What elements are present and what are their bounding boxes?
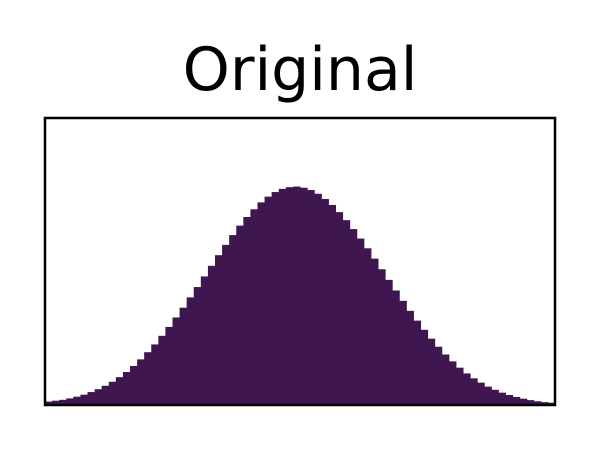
histogram-bar — [173, 317, 181, 405]
histogram-bar — [109, 382, 117, 405]
histogram-bar — [243, 217, 251, 405]
histogram-bar — [470, 378, 478, 405]
histogram-bar — [265, 197, 273, 405]
histogram-bar — [215, 255, 223, 405]
histogram-bar — [102, 386, 110, 405]
bar-group — [45, 187, 556, 405]
histogram-bar — [314, 194, 322, 405]
histogram-bar — [321, 199, 329, 405]
histogram-bar — [435, 347, 443, 405]
histogram-bar — [258, 202, 266, 405]
histogram-bar — [80, 395, 88, 405]
histogram-bar — [456, 368, 464, 405]
histogram-bar — [144, 352, 152, 405]
histogram-bar — [236, 226, 244, 405]
histogram-bar — [399, 301, 407, 405]
histogram-bar — [505, 395, 513, 405]
histogram-bar — [413, 321, 421, 405]
histogram-bar — [364, 248, 372, 405]
histogram-bar — [201, 276, 209, 405]
histogram-bar — [116, 377, 124, 405]
histogram-bar — [484, 387, 492, 405]
histogram-bar — [491, 390, 499, 405]
histogram-bar — [343, 220, 351, 405]
histogram-bar — [357, 239, 365, 405]
histogram-bar — [420, 330, 428, 405]
histogram-bar — [378, 269, 386, 405]
histogram-bar — [229, 235, 237, 405]
histogram-bar — [428, 339, 436, 405]
histogram-bar — [350, 229, 358, 405]
histogram-bar — [180, 308, 188, 405]
histogram-bar — [165, 327, 173, 405]
histogram-bar — [449, 361, 457, 405]
histogram-bar — [300, 188, 308, 405]
histogram-bar — [187, 297, 195, 405]
histogram-bar — [371, 259, 379, 405]
histogram-bar — [392, 290, 400, 405]
histogram-bar — [406, 311, 414, 405]
histogram-bar — [442, 354, 450, 405]
histogram-bar — [286, 187, 294, 405]
histogram-bar — [123, 372, 131, 405]
histogram-bar — [498, 393, 506, 405]
histogram-bar — [130, 366, 138, 405]
histogram-bar — [328, 205, 336, 405]
histogram-bar — [293, 187, 301, 405]
histogram-bar — [272, 192, 280, 405]
histogram-bar — [463, 373, 471, 405]
histogram-bar — [88, 392, 96, 405]
histogram-bar — [279, 189, 287, 405]
histogram-bar — [335, 212, 343, 405]
histogram-bar — [477, 383, 485, 405]
histogram-bar — [208, 266, 216, 405]
histogram-bar — [250, 209, 258, 405]
histogram-bar — [307, 190, 315, 405]
histogram-bar — [151, 344, 159, 405]
histogram-bar — [222, 245, 230, 405]
histogram-bar — [194, 287, 202, 405]
histogram-bar — [158, 336, 166, 405]
histogram-bar — [95, 389, 103, 405]
histogram-bar — [137, 359, 145, 405]
histogram-bar — [385, 280, 393, 405]
